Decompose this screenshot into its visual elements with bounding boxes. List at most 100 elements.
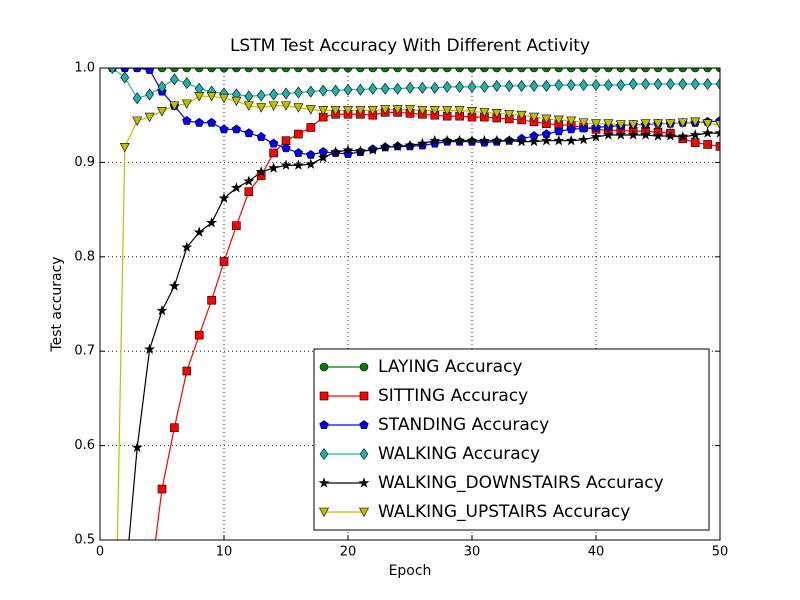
data-point (578, 134, 590, 145)
y-tick-label: 0.7 (74, 344, 95, 359)
data-point (542, 79, 551, 92)
data-point (702, 127, 714, 138)
data-point (219, 68, 229, 73)
data-point (653, 119, 663, 129)
data-point (145, 88, 154, 101)
y-tick-label: 0.9 (74, 155, 95, 170)
data-point (616, 68, 626, 73)
data-point (354, 145, 366, 156)
data-point (157, 484, 167, 494)
data-point (168, 280, 180, 291)
data-point (244, 187, 254, 196)
data-point (207, 68, 216, 73)
data-point (715, 142, 720, 151)
legend-label: STANDING Accuracy (378, 415, 549, 435)
data-point (232, 221, 241, 230)
data-point (405, 81, 415, 94)
data-point (615, 120, 626, 130)
data-point (678, 78, 688, 91)
data-point (132, 116, 143, 127)
data-point (480, 68, 489, 73)
data-point (256, 68, 266, 73)
data-point (628, 120, 639, 130)
data-point (689, 129, 701, 140)
data-point (206, 92, 217, 102)
y-tick-label: 1.0 (74, 61, 95, 76)
data-point (541, 114, 552, 125)
data-point (479, 108, 490, 118)
data-point (441, 134, 453, 146)
data-point (318, 68, 328, 73)
x-tick-label: 10 (216, 545, 233, 560)
data-point (405, 68, 415, 73)
legend-marker (359, 447, 369, 461)
data-point (492, 68, 502, 73)
data-point (566, 124, 576, 134)
data-point (157, 68, 167, 73)
data-point (318, 106, 329, 116)
data-point (207, 295, 216, 305)
legend-label: WALKING_UPSTAIRS Accuracy (378, 502, 630, 522)
chart-title: LSTM Test Accuracy With Different Activi… (230, 36, 590, 56)
data-point (120, 71, 130, 84)
data-point (430, 81, 440, 94)
data-point (269, 68, 278, 73)
data-point (504, 79, 514, 92)
legend-label: SITTING Accuracy (378, 386, 528, 406)
data-point (442, 68, 452, 73)
data-point (380, 68, 390, 73)
data-point (170, 73, 179, 86)
x-tick-label: 30 (464, 545, 481, 560)
data-point (343, 106, 353, 116)
data-point (156, 304, 168, 316)
data-point (542, 68, 551, 73)
data-point (554, 68, 564, 73)
data-point (294, 68, 303, 73)
data-point (602, 129, 614, 140)
data-point (504, 109, 515, 120)
x-tick-label: 20 (340, 545, 357, 560)
data-point (231, 96, 242, 107)
data-point (218, 192, 230, 203)
data-point (652, 130, 664, 141)
data-point (343, 83, 353, 96)
data-point (232, 68, 241, 73)
data-point (380, 105, 391, 115)
data-point (393, 82, 402, 95)
data-point (281, 87, 291, 100)
data-point (356, 83, 365, 96)
data-point (131, 441, 143, 453)
data-point (132, 92, 142, 105)
data-point (368, 82, 378, 95)
data-point (504, 68, 514, 73)
data-point (591, 119, 601, 129)
data-point (664, 130, 676, 141)
data-point (170, 423, 179, 432)
data-point (194, 330, 204, 340)
data-point (305, 158, 317, 169)
data-point (343, 68, 353, 73)
data-point (181, 99, 192, 110)
legend-marker (359, 391, 369, 401)
data-point (144, 112, 155, 123)
data-point (206, 117, 217, 127)
data-point (454, 134, 466, 146)
legend-marker (358, 477, 370, 488)
data-point (604, 68, 613, 73)
data-point (715, 120, 720, 130)
data-point (703, 78, 712, 91)
data-point (715, 78, 720, 91)
data-point (219, 257, 229, 266)
data-point (108, 68, 117, 75)
data-point (666, 78, 675, 91)
legend-label: WALKING_DOWNSTAIRS Accuracy (378, 473, 664, 493)
data-point (119, 142, 130, 153)
data-point (640, 129, 652, 140)
data-point (578, 123, 589, 133)
data-point (678, 68, 688, 73)
data-point (404, 139, 416, 151)
data-point (392, 105, 403, 115)
data-point (144, 68, 155, 74)
data-point (230, 182, 242, 193)
legend-label: LAYING Accuracy (378, 357, 522, 377)
